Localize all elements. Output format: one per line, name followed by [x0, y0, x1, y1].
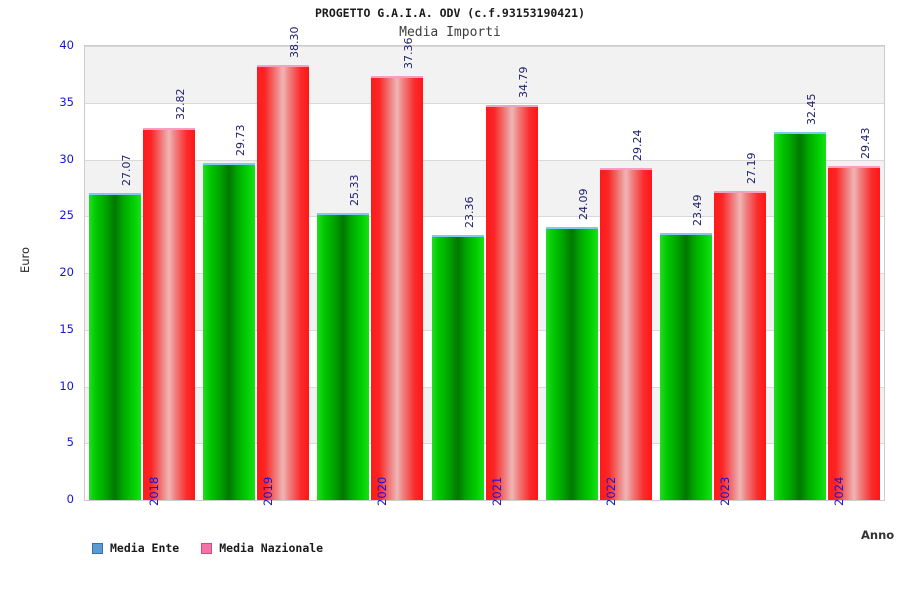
chart-title: PROGETTO G.A.I.A. ODV (c.f.93153190421): [314, 6, 586, 20]
y-tick-label: 40: [59, 38, 74, 52]
bar-value-label: 38.30: [288, 26, 302, 59]
x-tick-label-2024: 2024: [831, 476, 846, 506]
bar-media-ente-2018[interactable]: [89, 192, 142, 500]
bar-media-nazionale-2018[interactable]: [143, 127, 196, 500]
x-axis-title: Anno: [861, 528, 895, 542]
x-tick-label-2023: 2023: [717, 476, 732, 506]
bar-media-ente-2019[interactable]: [203, 162, 256, 500]
bar-media-nazionale-2023[interactable]: [713, 191, 766, 500]
x-tick-label-2021: 2021: [489, 476, 504, 506]
chart-subtitle: Media Importi: [399, 25, 501, 40]
y-tick-label: 10: [59, 378, 74, 393]
legend-item-media-ente[interactable]: Media Ente: [92, 541, 179, 555]
bar-value-label: 29.24: [630, 129, 644, 162]
bar-media-ente-2022[interactable]: [545, 226, 598, 500]
gridline: [85, 46, 884, 47]
chart-legend: Media Ente Media Nazionale: [92, 541, 323, 555]
bar-value-label: 23.36: [462, 196, 476, 228]
plot-band: [85, 46, 884, 103]
bar-media-nazionale-2024[interactable]: [827, 165, 880, 500]
y-tick-label: 15: [59, 321, 74, 336]
gridline: [85, 160, 884, 161]
bar-media-ente-2020[interactable]: [317, 212, 370, 500]
legend-label: Media Nazionale: [219, 541, 324, 555]
y-tick-label: 0: [66, 492, 74, 506]
bar-value-label: 25.33: [348, 174, 362, 206]
bar-media-ente-2024[interactable]: [773, 131, 826, 500]
bar-value-label: 34.79: [516, 66, 530, 99]
bar-value-label: 32.82: [174, 88, 188, 121]
bar-value-label: 32.45: [804, 93, 818, 125]
bar-value-label: 29.43: [858, 127, 872, 159]
bar-value-label: 23.49: [690, 194, 704, 227]
bar-media-ente-2023[interactable]: [659, 233, 712, 500]
legend-label: Media Ente: [110, 541, 180, 555]
bar-media-nazionale-2019[interactable]: [257, 65, 310, 500]
gridline: [85, 443, 884, 444]
gridline: [85, 387, 884, 388]
bar-media-ente-2021[interactable]: [431, 234, 484, 500]
x-tick-label-2020: 2020: [375, 476, 390, 506]
legend-item-media-nazionale[interactable]: Media Nazionale: [201, 541, 323, 555]
y-tick-label: 20: [59, 265, 74, 279]
gridline: [85, 216, 884, 217]
x-tick-label-2018: 2018: [147, 476, 162, 506]
x-tick-label-2022: 2022: [603, 476, 618, 506]
bar-media-nazionale-2021[interactable]: [485, 105, 538, 500]
y-tick-label: 35: [59, 94, 74, 109]
y-tick-label: 5: [66, 435, 74, 450]
bar-value-label: 27.07: [120, 154, 134, 186]
bar-value-label: 27.19: [744, 152, 758, 185]
bar-value-label: 24.09: [576, 188, 590, 220]
bar-media-nazionale-2020[interactable]: [371, 75, 424, 500]
bar-media-nazionale-2022[interactable]: [599, 168, 652, 500]
gridline: [85, 273, 884, 274]
gridline: [85, 103, 884, 104]
bar-value-label: 29.73: [234, 124, 248, 156]
x-tick-label-2019: 2019: [261, 476, 276, 506]
legend-swatch-icon: [92, 542, 103, 554]
legend-swatch-icon: [201, 542, 213, 554]
y-tick-label: 30: [59, 151, 74, 166]
plot-area: 27.07 32.82 29.73 38.30 25.33 37.36 23.36 34.79…: [84, 27, 885, 501]
y-tick-label: 25: [59, 208, 74, 223]
gridline: [85, 330, 884, 331]
bar-value-label: 37.36: [402, 37, 416, 69]
